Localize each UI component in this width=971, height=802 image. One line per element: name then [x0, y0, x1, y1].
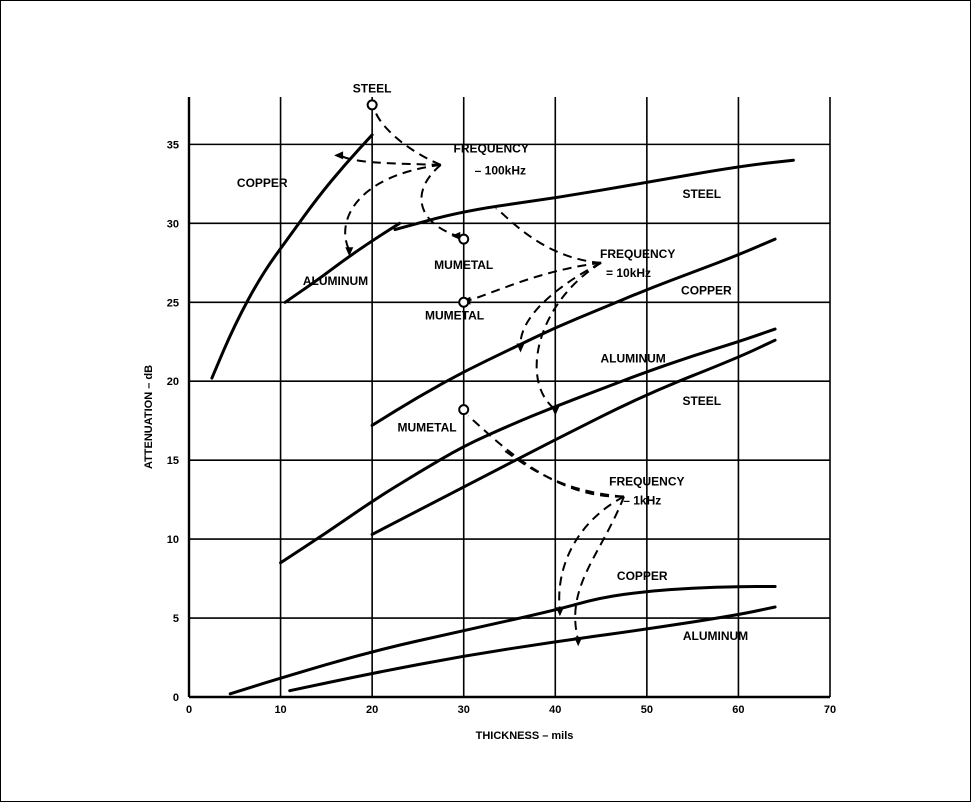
annotation-label: FREQUENCY [609, 474, 684, 488]
annotation-label: ALUMINUM [600, 351, 665, 365]
x-tick-label: 30 [458, 704, 470, 716]
annotation-label: = 10kHz [606, 266, 651, 280]
y-axis-title: ATTENUATION – dB [143, 365, 155, 469]
annotation-label: ALUMINUM [303, 274, 368, 288]
y-tick-label: 30 [167, 218, 179, 230]
x-tick-label: 50 [641, 704, 653, 716]
arrowhead-6 [574, 637, 583, 647]
x-axis-title: THICKNESS – mils [476, 730, 574, 742]
annotation-label: ALUMINUM [683, 629, 748, 643]
y-tick-label: 35 [167, 139, 179, 151]
arrowhead-1 [345, 247, 354, 257]
marker-mumetal [458, 404, 470, 416]
series-line-aluminum-7 [288, 605, 777, 693]
y-tick-label: 25 [167, 297, 179, 309]
annotation-label: STEEL [682, 187, 721, 201]
marker-mumetal [458, 296, 470, 308]
y-tick-label: 20 [167, 376, 179, 388]
y-tick-label: 0 [173, 692, 179, 704]
dashed-connector-1 [339, 154, 441, 166]
series-line-aluminum-4 [279, 327, 777, 565]
series-line-copper-3 [370, 237, 777, 427]
arrowhead-5 [555, 607, 564, 617]
dashed-connector-11 [574, 496, 625, 641]
dashed-connector-10 [558, 495, 625, 611]
series-line-copper-6 [228, 585, 777, 696]
annotation-label: FREQUENCY [600, 247, 675, 261]
x-tick-label: 0 [186, 704, 192, 716]
dashed-connector-8 [467, 415, 625, 498]
x-tick-label: 40 [549, 704, 561, 716]
x-tick-label: 20 [366, 704, 378, 716]
series-line-steel-5 [370, 338, 777, 536]
dashed-connector-4 [494, 208, 602, 264]
dashed-connector-9 [499, 446, 625, 498]
annotation-label: MUMETAL [425, 309, 484, 323]
series-line-copper-0 [210, 133, 374, 380]
series-line-steel-2 [393, 158, 795, 232]
x-tick-label: 70 [824, 704, 836, 716]
marker-mumetal [458, 233, 470, 245]
annotation-label: COPPER [617, 569, 668, 583]
annotation-label: COPPER [237, 176, 288, 190]
arrowhead-7 [451, 231, 461, 240]
y-tick-label: 15 [167, 455, 179, 467]
annotation-label: STEEL [682, 394, 721, 408]
series-line-aluminum-1 [283, 221, 402, 304]
dashed-connector-7 [535, 261, 602, 411]
dashed-connector-5 [467, 261, 602, 302]
arrowhead-3 [516, 343, 525, 353]
annotation-label: STEEL [353, 81, 392, 95]
annotation-label: – 100kHz [475, 163, 526, 177]
dashed-connector-0 [373, 109, 442, 166]
annotation-label: MUMETAL [434, 258, 493, 272]
dashed-connector-3 [344, 163, 441, 251]
y-tick-label: 5 [173, 613, 179, 625]
dashed-connectors [339, 109, 625, 641]
y-tick-label: 10 [167, 534, 179, 546]
arrowhead-0 [334, 151, 344, 160]
arrowhead-4 [551, 406, 560, 416]
annotation-label: COPPER [681, 283, 732, 297]
annotation-label: – 1kHz [623, 493, 661, 507]
marker-steel [366, 99, 378, 111]
x-tick-label: 60 [732, 704, 744, 716]
dashed-connector-6 [519, 261, 602, 347]
annotation-label: MUMETAL [398, 421, 457, 435]
x-tick-label: 10 [274, 704, 286, 716]
annotation-label: FREQUENCY [454, 141, 529, 155]
dashed-connector-2 [420, 164, 458, 237]
